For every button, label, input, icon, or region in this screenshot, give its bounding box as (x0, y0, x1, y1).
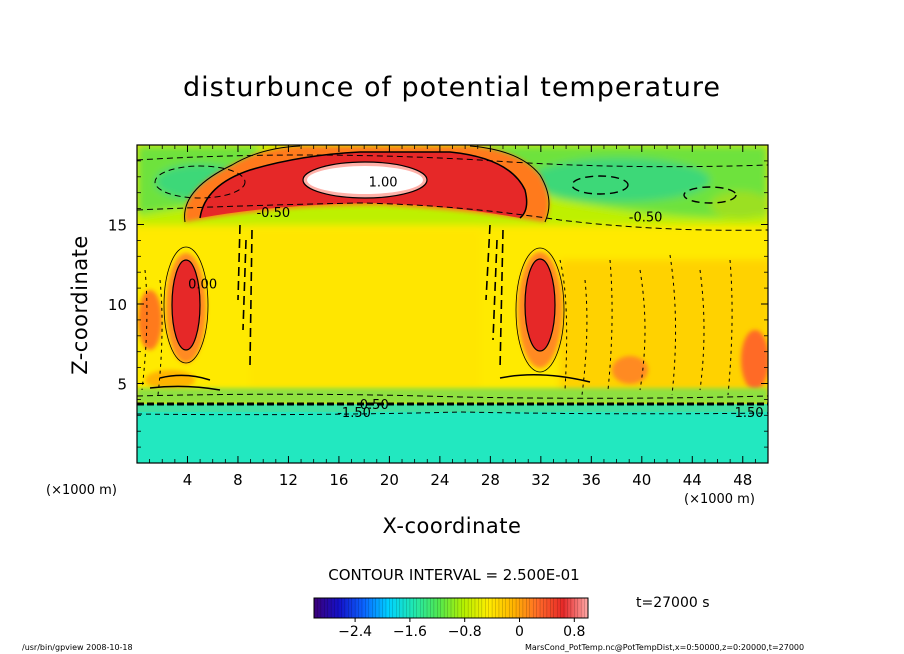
x-axis-ticks: 4 8 12 16 20 24 28 32 36 40 44 48 (149, 145, 756, 489)
footer-command: /usr/bin/gpview 2008-10-18 (22, 643, 133, 652)
colorbar-tick-label: −1.6 (393, 624, 427, 640)
x-tick-label: 40 (632, 471, 651, 489)
colorbar-stripes (317, 598, 585, 618)
contour-interval-label: CONTOUR INTERVAL = 2.500E-01 (328, 566, 580, 584)
chart-title: disturbunce of potential temperature (183, 72, 721, 103)
y-tick-label: 5 (117, 376, 127, 394)
time-label: t=27000 s (636, 595, 710, 611)
footer-source: MarsCond_PotTemp.nc@PotTempDist,x=0:5000… (525, 643, 805, 652)
contour-label: -1.50 (337, 406, 371, 421)
y-tick-label: 15 (108, 217, 127, 235)
colorbar-gradient (314, 598, 588, 618)
contour-labels: 1.00 -0.50 -0.50 0.00 -1.500.50 1.50 (188, 176, 763, 422)
colorbar: −2.4 −1.6 −0.8 0 0.8 (313, 597, 589, 640)
x-tick-label: 20 (380, 471, 399, 489)
x-tick-label: 48 (733, 471, 752, 489)
z-unit-label: (×1000 m) (46, 483, 117, 498)
y-tick-label: 10 (108, 296, 127, 314)
x-tick-label: 32 (531, 471, 550, 489)
colorbar-tick-label: 0 (515, 624, 524, 640)
x-tick-label: 36 (582, 471, 601, 489)
contour-label: 1.50 (735, 406, 764, 421)
colorbar-frame (313, 597, 589, 619)
contour-label: 0.50 (360, 398, 389, 413)
x-tick-label: 24 (430, 471, 449, 489)
plot-area: 1.00 -0.50 -0.50 0.00 -1.500.50 1.50 (137, 145, 768, 463)
contour-label: 0.00 (188, 277, 217, 292)
x-tick-label: 16 (329, 471, 348, 489)
colorbar-tick-label: −0.8 (448, 624, 482, 640)
contour-label: -0.50 (629, 211, 663, 226)
x-tick-label: 12 (279, 471, 298, 489)
x-unit-label: (×1000 m) (684, 492, 755, 507)
x-tick-label: 28 (481, 471, 500, 489)
interior-field (250, 230, 768, 400)
colorbar-ticks: −2.4 −1.6 −0.8 0 0.8 (338, 618, 585, 640)
lower-cold-layer (137, 388, 768, 463)
colorbar-tick-label: 0.8 (563, 624, 585, 640)
colorbar-tick-label: −2.4 (338, 624, 372, 640)
contour-lines (137, 145, 768, 416)
x-tick-label: 8 (233, 471, 243, 489)
contour-label: 1.00 (369, 176, 398, 191)
x-tick-label: 4 (183, 471, 193, 489)
contour-label: -0.50 (256, 206, 290, 221)
x-axis-label: X-coordinate (382, 514, 522, 538)
x-tick-label: 44 (683, 471, 702, 489)
y-axis-ticks: 5 10 15 (108, 160, 768, 448)
